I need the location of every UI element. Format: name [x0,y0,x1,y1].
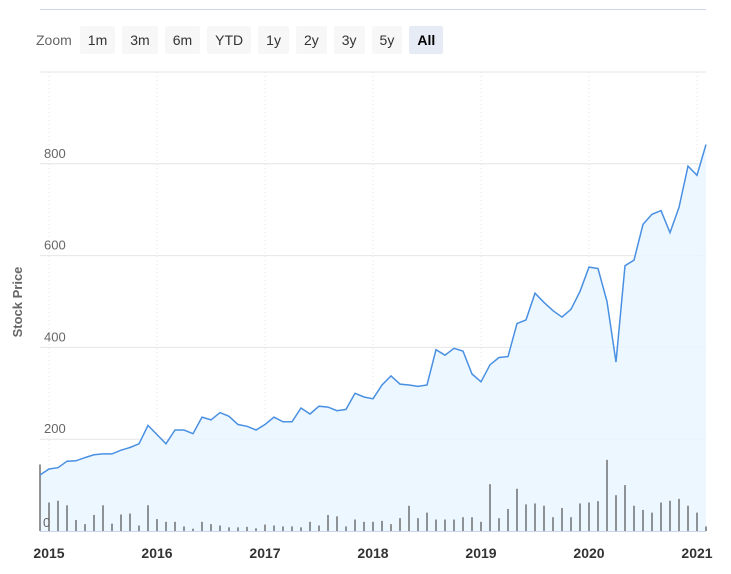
y-tick-label: 200 [44,421,66,436]
x-tick-label: 2017 [249,545,280,561]
x-tick-label: 2019 [465,545,496,561]
zoom-5y-button[interactable]: 5y [371,26,403,54]
y-tick-label: 400 [44,329,66,344]
zoom-3m-button[interactable]: 3m [122,26,158,54]
zoom-selector: Zoom 1m 3m 6m YTD 1y 2y 3y 5y All [36,26,450,54]
x-tick-label: 2018 [357,545,388,561]
zoom-2y-button[interactable]: 2y [295,26,327,54]
top-rule [40,9,706,10]
zoom-label: Zoom [36,32,72,48]
y-tick-label: 800 [44,146,66,161]
y-axis-labels: 200 400 600 800 [44,146,66,436]
y-tick-label: 600 [44,238,66,253]
x-tick-label: 2021 [681,545,712,561]
zoom-6m-button[interactable]: 6m [164,26,201,54]
zoom-1m-button[interactable]: 1m [79,26,116,54]
zoom-all-button[interactable]: All [409,26,444,54]
x-tick-label: 2020 [573,545,604,561]
zoom-3y-button[interactable]: 3y [333,26,365,54]
volume-bars [39,459,707,531]
volume-zero-label: 0 [43,515,50,530]
zoom-1y-button[interactable]: 1y [258,26,289,54]
zoom-ytd-button[interactable]: YTD [207,26,252,54]
x-tick-label: 2016 [141,545,172,561]
price-area [40,144,706,531]
x-tick-label: 2015 [33,545,64,561]
price-line [39,144,707,476]
x-axis-labels: 2015 2016 2017 2018 2019 2020 2021 [33,545,712,561]
y-axis-title: Stock Price [10,267,25,338]
